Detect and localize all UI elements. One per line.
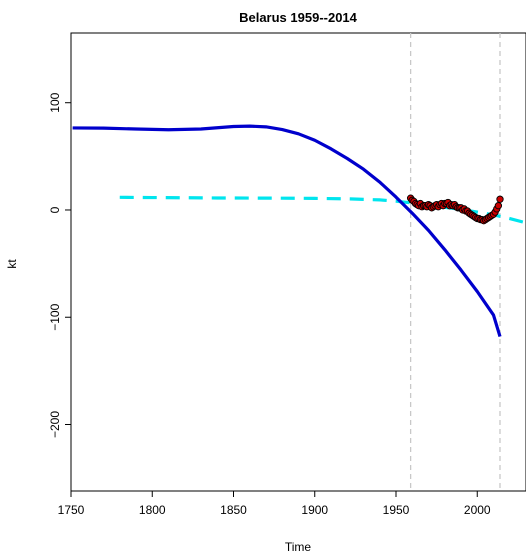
x-tick-label: 1800 [139, 503, 166, 517]
x-axis-label: Time [285, 540, 312, 554]
x-tick-label: 1900 [301, 503, 328, 517]
x-tick-label: 1750 [58, 503, 85, 517]
reference-lines [409, 33, 501, 491]
y-tick-label: −100 [48, 303, 62, 330]
plot-frame [70, 32, 526, 492]
x-tick-label: 1950 [383, 503, 410, 517]
x-tick-label: 1850 [220, 503, 247, 517]
x-tick-label: 2000 [464, 503, 491, 517]
x-axis: 1750 1800 1850 1900 1950 2000 [58, 490, 491, 517]
data-point [496, 195, 504, 203]
y-tick-label: 0 [48, 206, 62, 213]
series-layer [72, 124, 526, 338]
y-tick-label: 100 [48, 92, 62, 112]
chart-title: Belarus 1959--2014 [239, 10, 358, 25]
y-tick-label: −200 [48, 411, 62, 438]
solid-series-line [72, 124, 502, 338]
y-axis: 100 0 −100 −200 [48, 92, 72, 438]
data-point [494, 202, 503, 210]
y-axis-label: kt [5, 259, 19, 269]
dashed-series-line [119, 195, 526, 225]
